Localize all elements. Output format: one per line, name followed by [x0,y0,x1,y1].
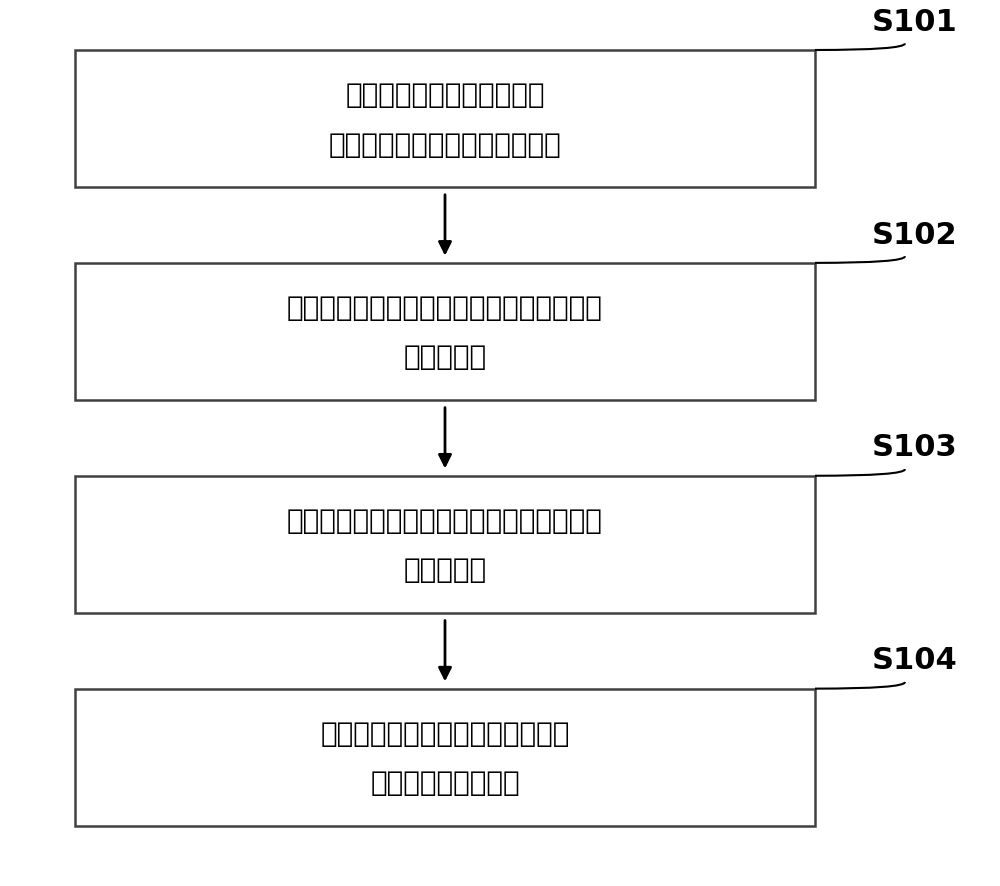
Text: 的至少三个连续采样的定位数据: 的至少三个连续采样的定位数据 [329,130,561,159]
Bar [75,689,815,826]
Text: 根据所述运动信息确定下一次定位数据采样: 根据所述运动信息确定下一次定位数据采样 [287,506,603,534]
Text: 根据获取的所述定位数据计算所述移动终端: 根据获取的所述定位数据计算所述移动终端 [287,293,603,322]
Text: S104: S104 [872,646,958,674]
Text: 移动终端的定位数据: 移动终端的定位数据 [370,768,520,797]
Text: S101: S101 [872,8,958,36]
Text: 的运动信息: 的运动信息 [403,343,487,371]
Text: 按照确定的所述采样周期采集所述: 按照确定的所述采样周期采集所述 [320,719,570,747]
Text: 获取移动终端当前时刻之前: 获取移动终端当前时刻之前 [345,81,545,109]
Text: S102: S102 [872,221,958,249]
Bar [75,477,815,613]
Text: 的采样周期: 的采样周期 [403,556,487,584]
Bar [75,51,815,188]
Text: S103: S103 [872,433,958,462]
Bar [75,264,815,400]
